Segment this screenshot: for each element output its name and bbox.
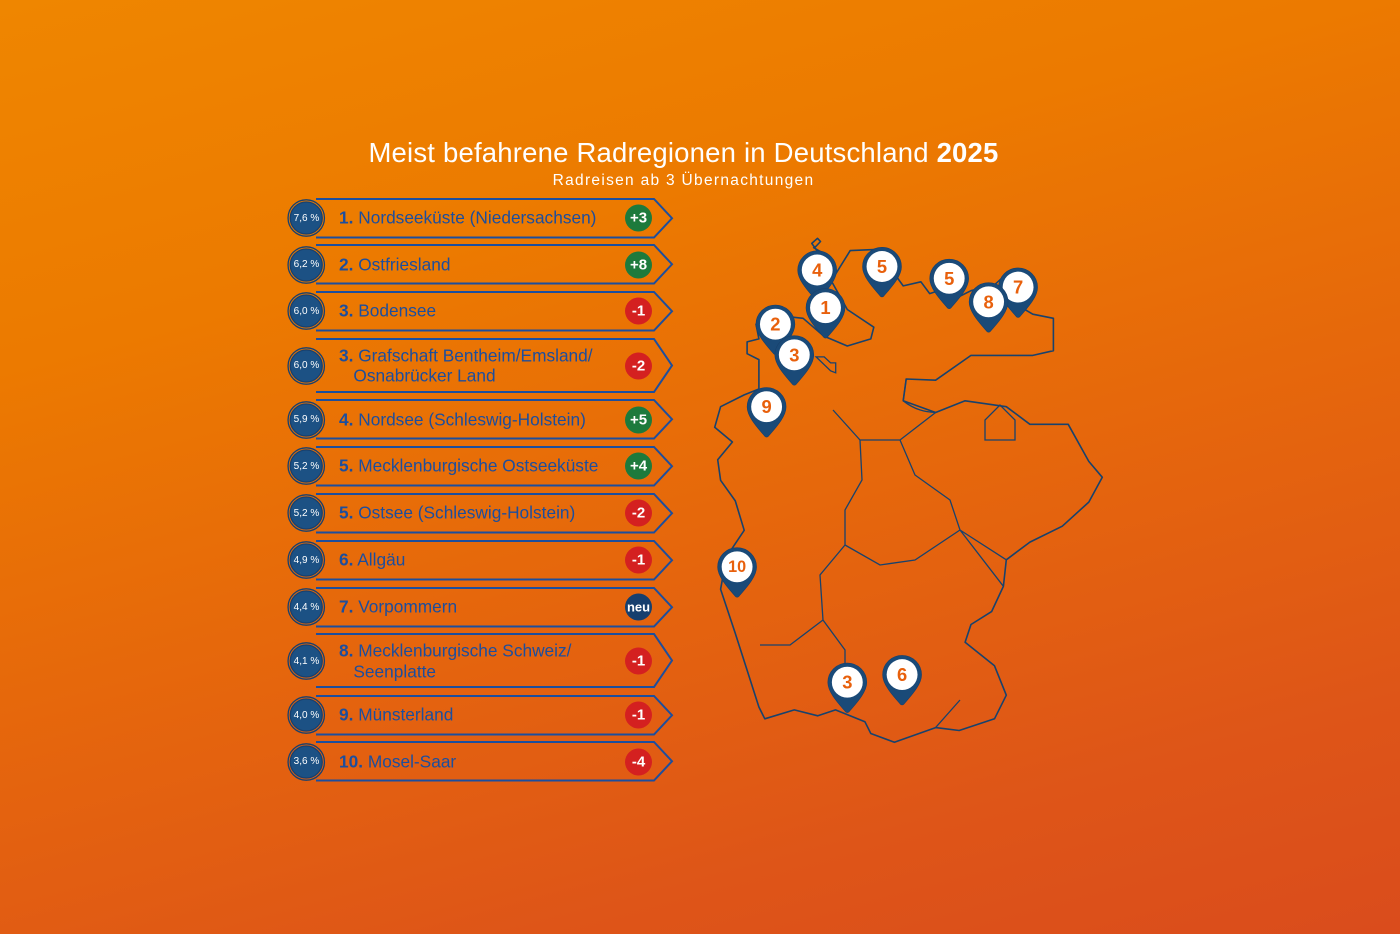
svg-text:9: 9 [761, 396, 771, 417]
svg-text:4: 4 [812, 260, 823, 281]
svg-text:5: 5 [877, 256, 887, 277]
svg-text:3: 3 [842, 672, 852, 693]
svg-text:3: 3 [789, 344, 799, 365]
svg-text:6: 6 [897, 664, 907, 685]
svg-text:5: 5 [944, 268, 954, 289]
svg-text:8: 8 [983, 291, 993, 312]
svg-text:7: 7 [1013, 277, 1023, 298]
svg-text:2: 2 [770, 314, 780, 335]
svg-text:1: 1 [820, 297, 830, 318]
svg-text:10: 10 [728, 558, 746, 576]
